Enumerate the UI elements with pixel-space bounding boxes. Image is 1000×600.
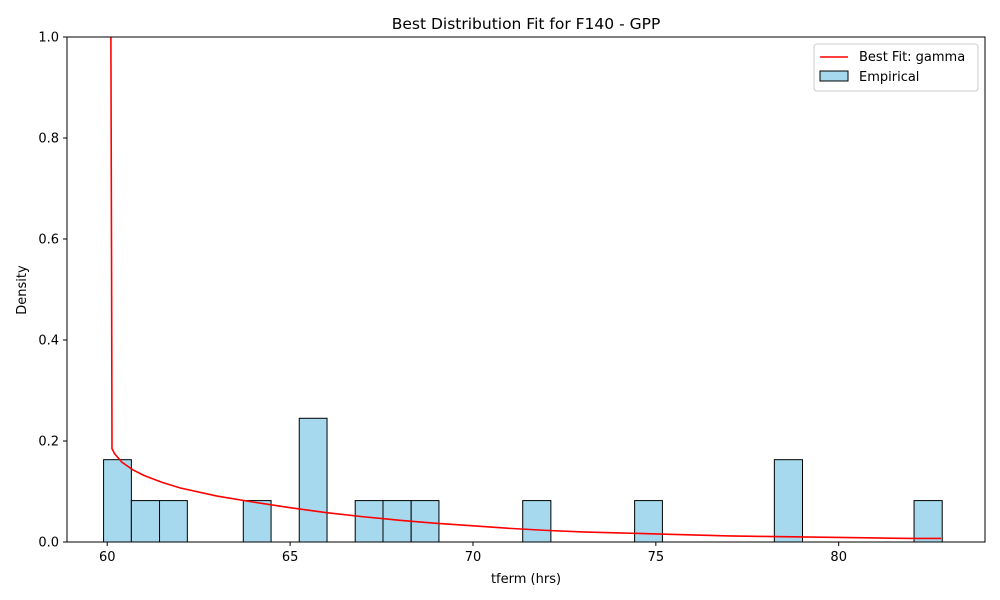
y-tick-label: 0.4 [38, 334, 59, 349]
x-tick-label: 65 [282, 550, 299, 565]
legend-fit-label: Best Fit: gamma [859, 50, 965, 65]
y-tick-label: 0.8 [38, 132, 59, 147]
x-tick-label: 75 [648, 550, 665, 565]
histogram-bar [103, 459, 132, 542]
y-tick-label: 1.0 [38, 31, 59, 46]
histogram-bar [913, 500, 943, 542]
histogram-bar [354, 500, 384, 542]
fit-curve-line [110, 37, 942, 540]
plot-area [103, 37, 943, 542]
y-tick-label: 0.6 [38, 233, 59, 248]
y-axis: 0.0 0.2 0.4 0.6 0.8 1.0 [38, 31, 67, 551]
histogram-bar [130, 500, 161, 542]
histogram-bar [298, 417, 328, 542]
x-axis: 60 65 70 75 80 [99, 542, 847, 565]
histogram-bar [242, 500, 272, 542]
histogram-bar [634, 500, 663, 542]
y-axis-label: Density [15, 265, 30, 315]
histogram-bar [159, 500, 188, 542]
x-tick-label: 60 [99, 550, 116, 565]
legend-box [813, 43, 979, 92]
legend-empirical-label: Empirical [859, 70, 919, 85]
chart-title: Best Distribution Fit for F140 - GPP [392, 15, 661, 33]
x-tick-label: 80 [830, 550, 847, 565]
x-axis-label: tferm (hrs) [491, 572, 561, 587]
x-tick-label: 70 [465, 550, 482, 565]
y-tick-label: 0.0 [38, 536, 59, 551]
plot-frame [66, 36, 986, 543]
histogram-bar [773, 459, 803, 542]
legend: Best Fit: gamma Empirical [813, 43, 979, 92]
histogram-bar [522, 500, 552, 542]
legend-empirical-swatch [819, 70, 849, 82]
y-tick-label: 0.2 [38, 435, 59, 450]
